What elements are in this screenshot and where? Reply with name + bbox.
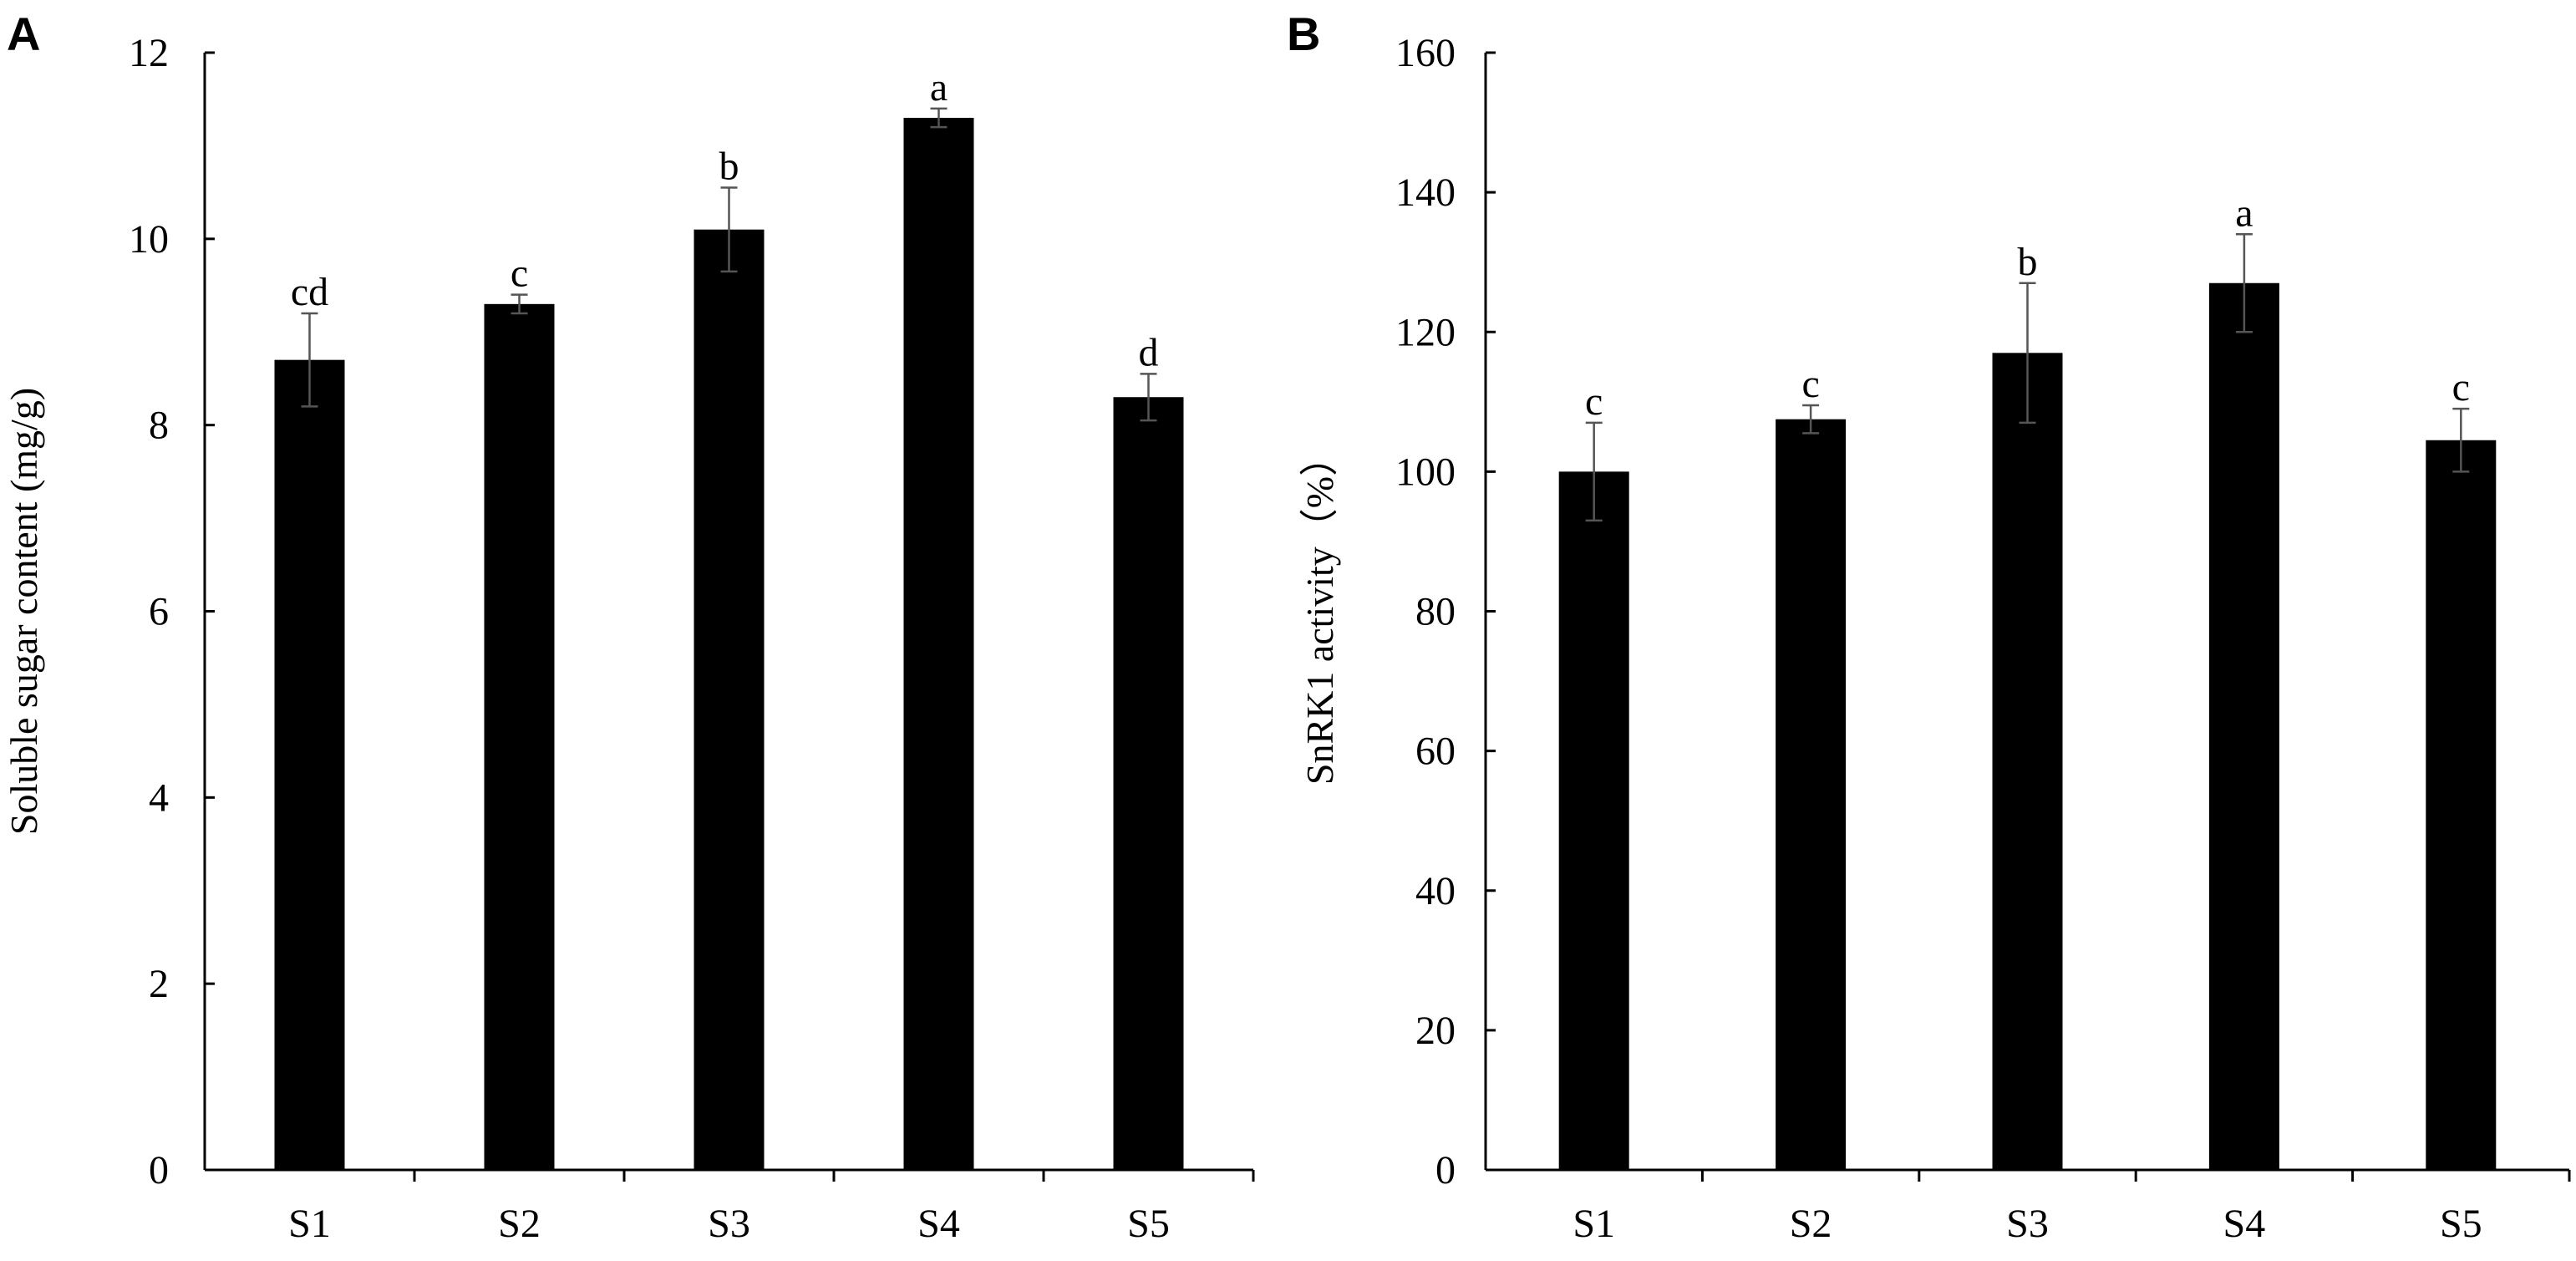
panel-a-bar-s2 <box>484 303 555 1171</box>
panel-b-y-tick-label: 140 <box>1395 170 1456 215</box>
panel-a-significance-label: b <box>719 145 739 189</box>
panel-a-significance-label: a <box>930 65 948 109</box>
panel-b-y-tick-label: 80 <box>1415 590 1456 634</box>
panel-a-y-tick-label: 8 <box>149 404 169 448</box>
panel-b-bar-s5 <box>2426 440 2497 1170</box>
panel-b-y-tick-label: 100 <box>1395 450 1456 494</box>
panel-b-x-tick-label: S3 <box>2006 1202 2049 1246</box>
panel-b-x-tick-label: S2 <box>1790 1202 1832 1246</box>
panel-b-significance-label: c <box>1801 362 1819 406</box>
panel-a-x-tick-label: S4 <box>917 1202 960 1246</box>
panel-a-significance-label: c <box>511 252 528 296</box>
panel-b-y-tick-label: 20 <box>1415 1009 1456 1053</box>
panel-a-y-axis-title: Soluble sugar content (mg/g) <box>3 388 45 835</box>
panel-b-y-axis-title: SnRK1 activity（%） <box>1298 438 1341 785</box>
panel-a-x-tick-label: S3 <box>708 1202 750 1246</box>
panel-b-y-tick-label: 160 <box>1395 31 1456 75</box>
panel-a-bar-s5 <box>1113 397 1184 1170</box>
panel-b-y-tick-label: 60 <box>1415 730 1456 774</box>
panel-a-bar-s3 <box>694 229 765 1171</box>
panel-a-y-tick-label: 0 <box>149 1148 169 1192</box>
panel-a-x-tick-label: S1 <box>288 1202 331 1246</box>
panel-a-y-tick-label: 4 <box>149 775 169 820</box>
panel-b-significance-label: c <box>2452 365 2470 409</box>
panel-b-bar-s4 <box>2208 282 2279 1171</box>
panel-b: B SnRK1 activity（%） 0 20 40 60 80 100 120 140 16… <box>1287 8 2571 1246</box>
panel-b-bar-s1 <box>1558 471 1629 1170</box>
panel-b-x-tick-label: S4 <box>2223 1202 2266 1246</box>
panel-b-letter: B <box>1287 8 1320 60</box>
panel-a-y-tick-label: 10 <box>129 217 169 262</box>
panel-b-y-tick-label: 40 <box>1415 869 1456 913</box>
panel-b-x-tick-label: S5 <box>2440 1202 2482 1246</box>
panel-a-significance-label: d <box>1139 330 1159 374</box>
panel-b-significance-label: a <box>2235 191 2253 235</box>
panel-a-significance-label: cd <box>291 270 328 314</box>
panel-b-significance-label: b <box>2018 240 2038 284</box>
panel-a-y-tick-label: 2 <box>149 962 169 1006</box>
panel-b-significance-label: c <box>1585 379 1603 424</box>
panel-a-x-tick-label: S2 <box>498 1202 541 1246</box>
panel-b-y-tick-label: 0 <box>1435 1148 1456 1192</box>
panel-a: A Soluble sugar content (mg/g) 0 2 4 6 8 10 12… <box>3 8 1255 1246</box>
panel-b-y-tick-label: 120 <box>1395 310 1456 354</box>
panel-b-bar-s2 <box>1776 419 1847 1170</box>
panel-a-letter: A <box>7 8 40 60</box>
panel-b-x-tick-label: S1 <box>1573 1202 1615 1246</box>
panel-a-bar-s1 <box>274 359 345 1170</box>
panel-a-bar-s4 <box>903 117 974 1170</box>
panel-a-y-tick-label: 6 <box>149 590 169 634</box>
panel-b-bar-s3 <box>1992 353 2063 1171</box>
panel-a-y-tick-label: 12 <box>129 31 169 75</box>
panel-a-x-tick-label: S5 <box>1127 1202 1170 1246</box>
